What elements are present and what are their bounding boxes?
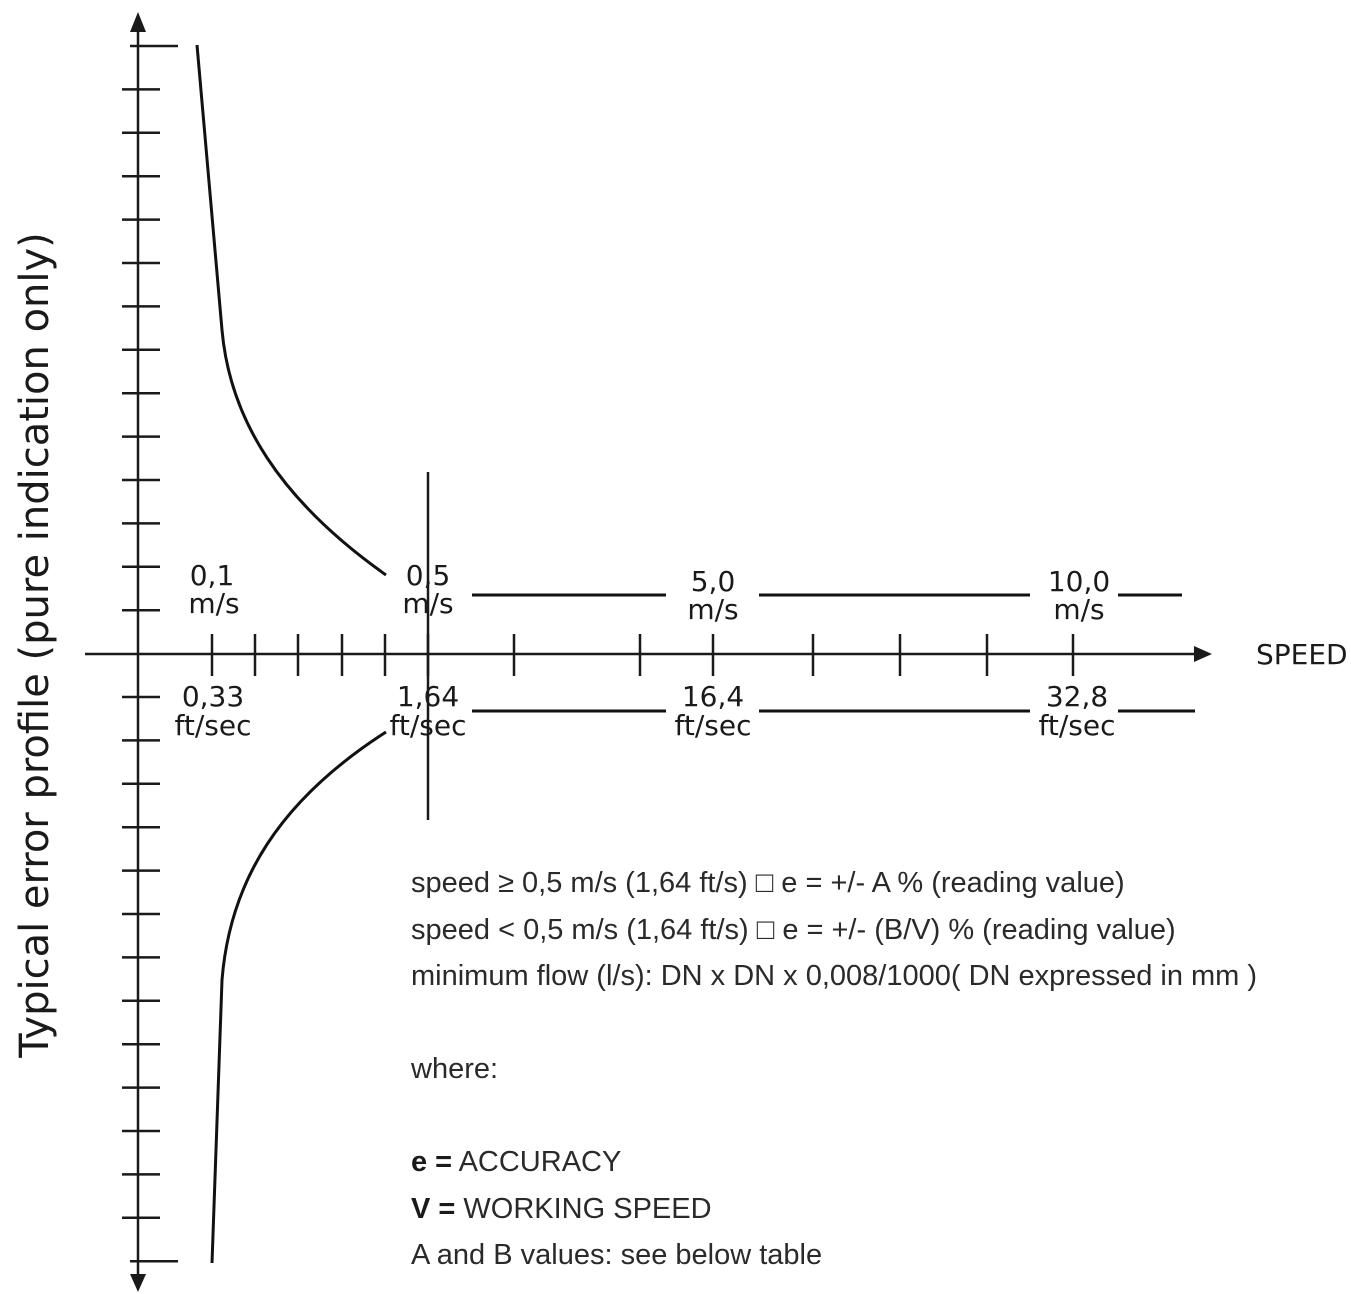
speed-label-2-unit: m/s [402,587,453,620]
note-low-speed: speed < 0,5 m/s (1,64 ft/s) □ e = +/- (B… [411,913,1176,946]
note-spacer [411,1000,1351,1047]
speed-label-4-ft-unit: ft/sec [1039,709,1116,742]
legend-e-value: ACCURACY [452,1146,622,1178]
note-ab-values: A and B values: see below table [411,1239,823,1271]
speed-labels-imperial: 0,33 ft/sec 1,64 ft/sec 16,4 ft/sec 32,8… [175,680,1116,742]
speed-label-1-ft-unit: ft/sec [175,709,252,742]
speed-label-3-value: 5,0 [691,565,736,598]
note-where: where: [411,1053,499,1085]
speed-label-2-ft-unit: ft/sec [390,709,467,742]
speed-label-2-ft-value: 1,64 [397,680,459,713]
legend-v: V = WORKING SPEED [411,1186,1351,1233]
speed-label-4-unit: m/s [1053,593,1104,626]
note-spacer-2 [411,1093,1351,1140]
speed-label-1-unit: m/s [188,587,239,620]
note-minimum-flow: minimum flow (l/s): DN x DN x 0,008/1000… [411,960,1258,992]
speed-label-3-ft-unit: ft/sec [675,709,752,742]
speed-label-4-ft-value: 32,8 [1046,680,1108,713]
speed-label-4-value: 10,0 [1048,565,1110,598]
speed-label-1-ft-value: 0,33 [182,680,244,713]
speed-label-2-value: 0,5 [406,559,451,592]
legend-e: e = ACCURACY [411,1139,1351,1186]
speed-label-3-ft-value: 16,4 [682,680,744,713]
speed-label-3-unit: m/s [687,593,738,626]
y-axis-title: Typical error profile (pure indication o… [12,232,58,1059]
speed-label-1-value: 0,1 [190,559,235,592]
x-axis [85,634,1212,676]
note-high-speed: speed ≥ 0,5 m/s (1,64 ft/s) □ e = +/- A … [411,867,1125,899]
legend-v-value: WORKING SPEED [455,1192,712,1225]
y-axis-ticks [122,44,178,1263]
upper-error-curve [195,44,387,577]
speed-labels-metric: 0,1 m/s 0,5 m/s 5,0 m/s 10,0 m/s [188,559,1110,626]
lower-error-curve [210,730,387,1264]
y-axis [122,12,178,1292]
legend-v-key: V = [411,1192,456,1225]
legend-e-key: e = [411,1146,453,1178]
x-axis-title: SPEED [1256,638,1348,671]
accuracy-notes: speed ≥ 0,5 m/s (1,64 ft/s) □ e = +/- A … [411,860,1351,1279]
